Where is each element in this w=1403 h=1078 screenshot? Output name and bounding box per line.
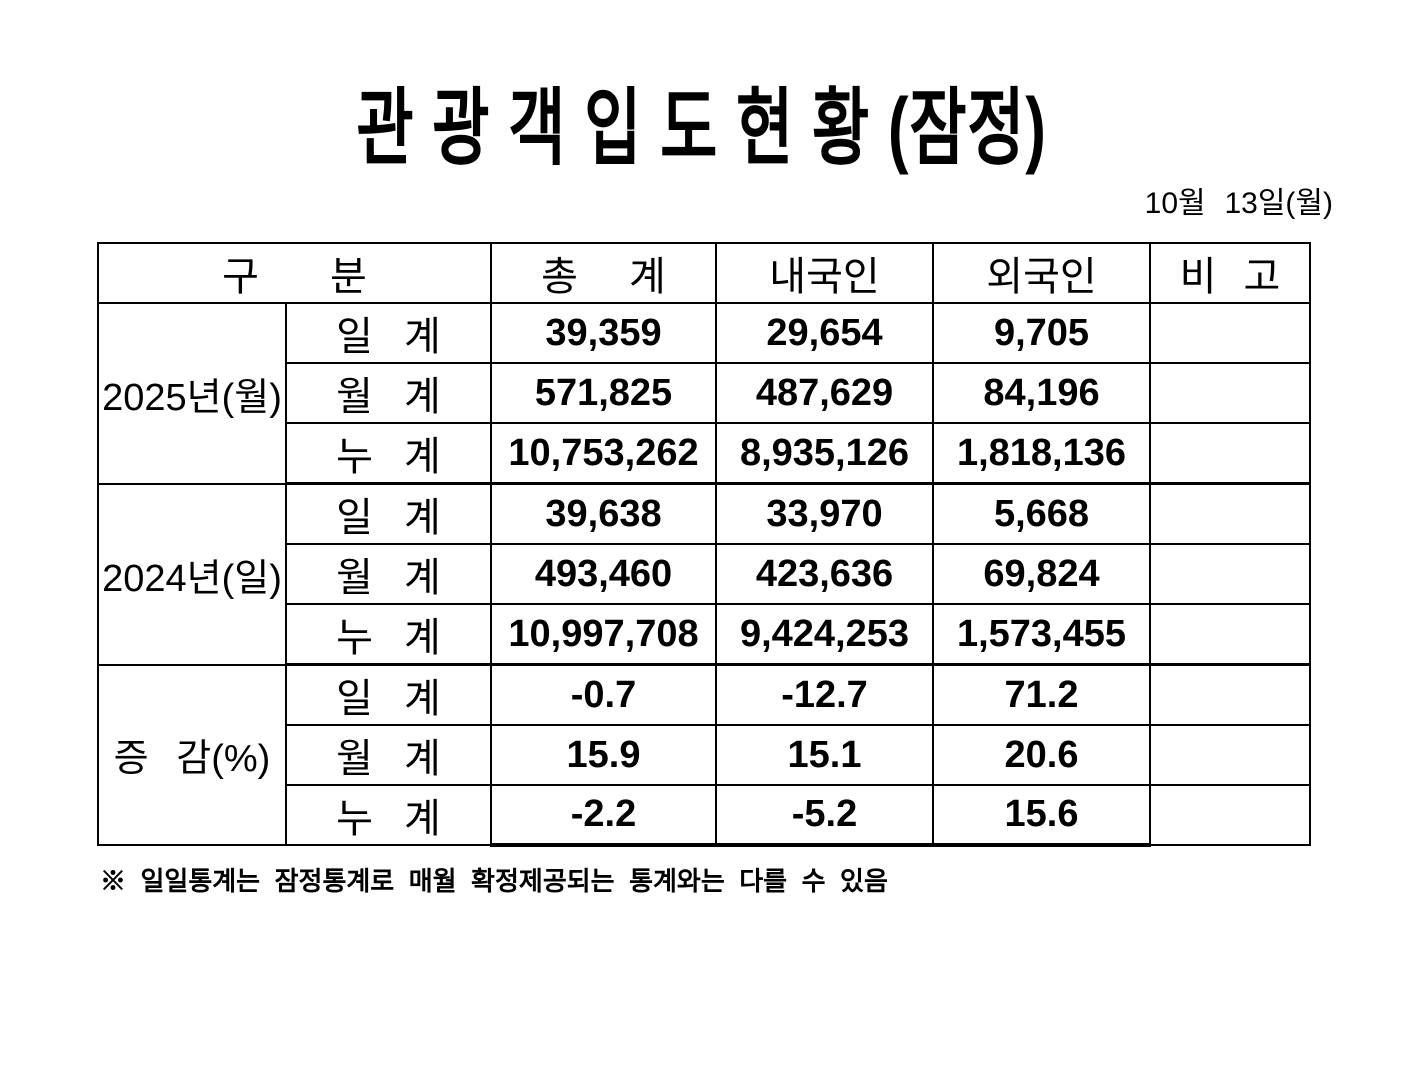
value-domestic: 9,424,253 — [715, 603, 934, 666]
value-domestic: 33,970 — [715, 482, 934, 545]
col-header-total: 총 계 — [490, 242, 717, 304]
table-row: 누 계 10,997,708 9,424,253 1,573,455 — [98, 603, 1311, 666]
value-foreign: 9,705 — [932, 302, 1151, 364]
value-total: 39,359 — [490, 302, 717, 364]
remark-cell — [1149, 362, 1311, 424]
row-label: 누 계 — [285, 422, 492, 485]
document-page: 관 광 객 입 도 현 황 (잠정) 10월 13일(월) 구 분 총 계 내국… — [0, 86, 1403, 1078]
value-foreign: 69,824 — [932, 543, 1151, 605]
remark-cell — [1149, 663, 1311, 726]
value-total: 10,997,708 — [490, 603, 717, 666]
remark-cell — [1149, 543, 1311, 605]
table-row: 누 계 -2.2 -5.2 15.6 — [98, 784, 1311, 847]
remark-cell — [1149, 603, 1311, 666]
remark-cell — [1149, 784, 1311, 846]
value-domestic: 29,654 — [715, 302, 934, 364]
tourist-stats-table: 구 분 총 계 내국인 외국인 비 고 2025년(월) 일 계 39,359 … — [97, 242, 1311, 847]
row-label: 월 계 — [285, 724, 492, 786]
table-row: 월 계 493,460 423,636 69,824 — [98, 543, 1311, 605]
remark-cell — [1149, 724, 1311, 786]
row-label: 누 계 — [285, 603, 492, 666]
header-row: 구 분 총 계 내국인 외국인 비 고 — [97, 242, 1311, 304]
value-foreign: 20.6 — [932, 724, 1151, 786]
value-total: 571,825 — [490, 362, 717, 424]
value-domestic: 423,636 — [715, 543, 934, 605]
col-header-category: 구 분 — [97, 242, 492, 304]
value-domestic: -5.2 — [715, 784, 934, 847]
value-domestic: 15.1 — [715, 724, 934, 786]
value-domestic: -12.7 — [715, 663, 934, 726]
col-header-domestic: 내국인 — [715, 242, 934, 304]
value-total: 10,753,262 — [490, 422, 717, 485]
value-total: 493,460 — [490, 543, 717, 605]
table-row: 월 계 571,825 487,629 84,196 — [98, 362, 1311, 424]
row-label: 일 계 — [285, 482, 492, 545]
page-title: 관 광 객 입 도 현 황 (잠정) — [356, 81, 1047, 175]
date-label: 10월 13일(월) — [1144, 187, 1333, 220]
remark-cell — [1149, 422, 1311, 485]
value-total: -2.2 — [490, 784, 717, 847]
value-foreign: 1,573,455 — [932, 603, 1151, 666]
value-foreign: 71.2 — [932, 663, 1151, 726]
group-label-2025: 2025년(월) — [97, 302, 287, 485]
row-label: 일 계 — [285, 302, 492, 364]
col-header-foreign: 외국인 — [932, 242, 1151, 304]
row-label: 월 계 — [285, 362, 492, 424]
footnote: ※ 일일통계는 잠정통계로 매월 확정제공되는 통계와는 다를 수 있음 — [100, 866, 888, 896]
value-foreign: 15.6 — [932, 784, 1151, 847]
value-total: 15.9 — [490, 724, 717, 786]
col-header-remarks: 비 고 — [1149, 242, 1311, 304]
value-total: -0.7 — [490, 663, 717, 726]
value-domestic: 487,629 — [715, 362, 934, 424]
value-foreign: 5,668 — [932, 482, 1151, 545]
value-total: 39,638 — [490, 482, 717, 545]
table-row: 누 계 10,753,262 8,935,126 1,818,136 — [98, 422, 1311, 485]
value-foreign: 84,196 — [932, 362, 1151, 424]
table-row: 증 감(%) 일 계 -0.7 -12.7 71.2 — [97, 663, 1311, 846]
row-label: 누 계 — [285, 784, 492, 846]
row-label: 일 계 — [285, 663, 492, 726]
row-label: 월 계 — [285, 543, 492, 605]
table-row: 2025년(월) 일 계 39,359 29,654 9,705 — [97, 302, 1311, 485]
value-domestic: 8,935,126 — [715, 422, 934, 485]
group-label-2024: 2024년(일) — [97, 482, 287, 666]
table-row: 2024년(일) 일 계 39,638 33,970 5,668 — [97, 482, 1311, 666]
remark-cell — [1149, 482, 1311, 545]
value-foreign: 1,818,136 — [932, 422, 1151, 485]
group-label-change: 증 감(%) — [97, 663, 287, 846]
remark-cell — [1149, 302, 1311, 364]
table-row: 월 계 15.9 15.1 20.6 — [98, 724, 1311, 786]
